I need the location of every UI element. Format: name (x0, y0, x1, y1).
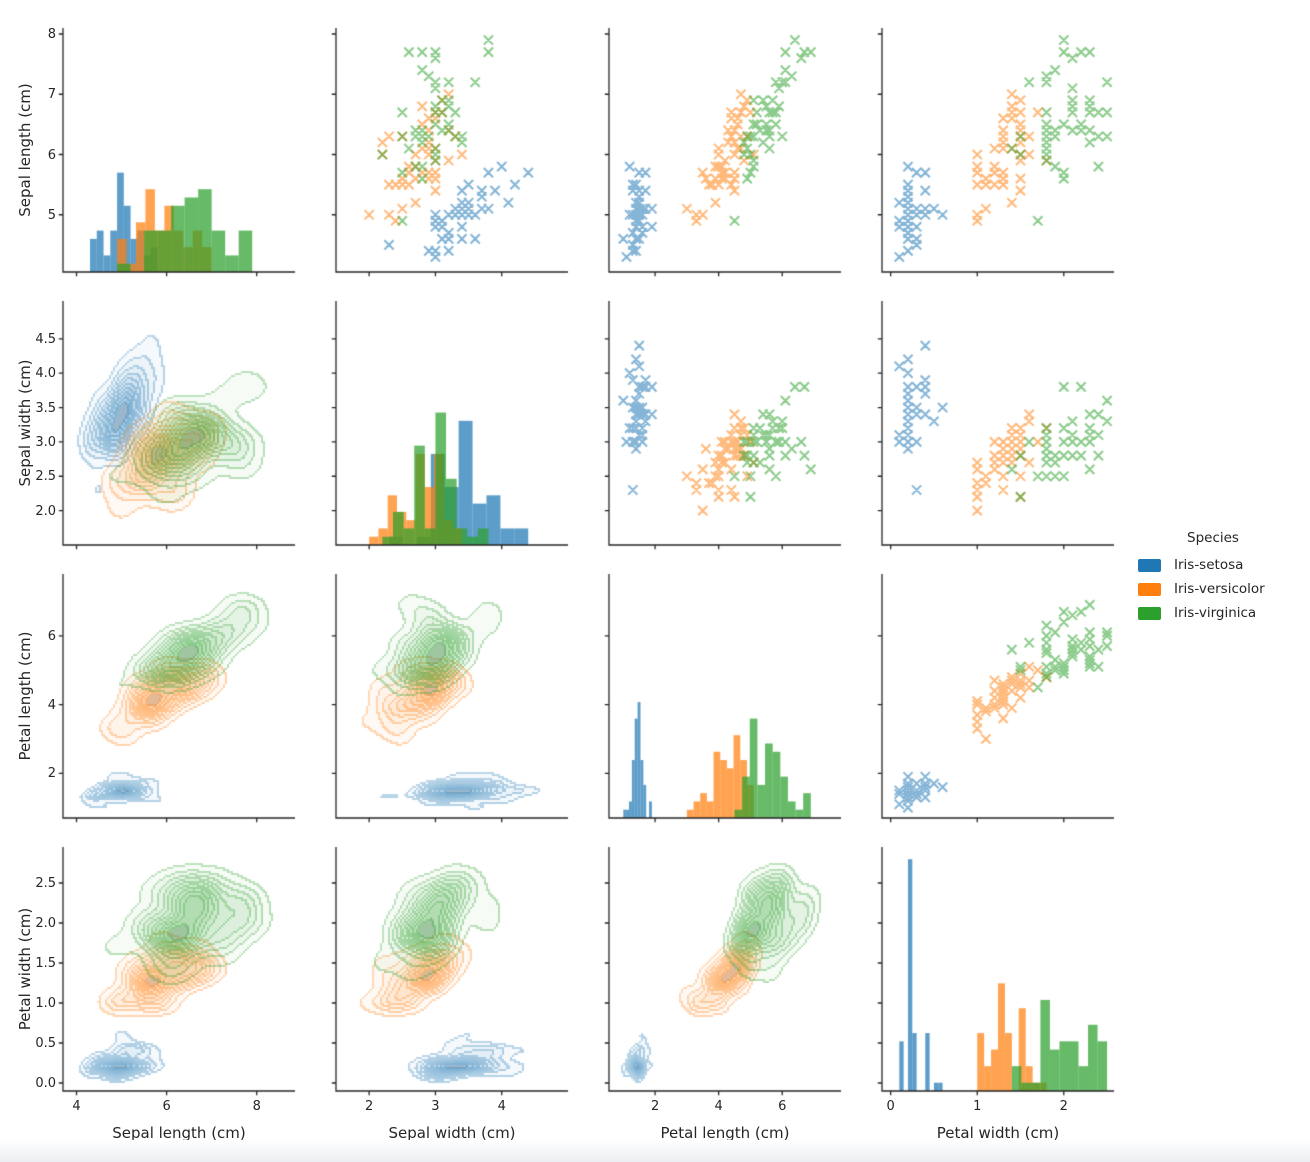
y-tick-label: 2.0 (35, 503, 56, 519)
x-tick-label: 0 (886, 1099, 895, 1114)
y-tick-label: 1.5 (35, 956, 56, 971)
subplot-kde-panel-r3c0 (63, 847, 295, 1091)
y-tick-label: 2.5 (35, 469, 56, 485)
y-tick-label: 4.0 (35, 366, 56, 382)
subplot-histogram-panel-r0c0 (63, 28, 295, 272)
legend-item-setosa: Iris-setosa (1138, 553, 1265, 577)
x-tick-label: 4 (714, 1099, 723, 1114)
x-tick-label: 4 (497, 1099, 506, 1114)
legend-item-virginica: Iris-virginica (1138, 601, 1265, 625)
y-tick-label: 1.0 (35, 996, 56, 1011)
y-tick-label: 6 (47, 147, 56, 163)
x-axis-label-petal-length: Petal length (cm) (660, 1124, 790, 1142)
y-tick-label: 2.0 (35, 916, 56, 931)
legend-swatch-setosa (1138, 558, 1161, 572)
subplot-kde-panel-r2c0 (63, 574, 295, 818)
y-tick-label: 3.5 (35, 400, 56, 416)
subplot-scatter-panel-r1c3 (882, 301, 1114, 545)
subplot-histogram-panel-r2c2 (609, 574, 841, 818)
legend-swatch-virginica (1138, 606, 1161, 620)
subplot-kde-panel-r1c0 (63, 301, 295, 545)
y-tick-label: 4 (47, 697, 56, 713)
subplot-histogram-panel-r3c3 (882, 847, 1114, 1091)
legend: Species Iris-setosa Iris-versicolor Iris… (1138, 530, 1265, 625)
y-tick-label: 4.5 (35, 331, 56, 347)
y-tick-label: 6 (47, 628, 56, 644)
legend-label-versicolor: Iris-versicolor (1174, 581, 1265, 597)
y-tick-label: 0.0 (35, 1076, 56, 1091)
subplot-scatter-panel-r0c1 (336, 28, 568, 272)
y-tick-label: 7 (47, 87, 56, 103)
x-tick-label: 2 (365, 1099, 374, 1114)
x-axis-label-sepal-width: Sepal width (cm) (388, 1124, 516, 1142)
subplot-kde-panel-r2c1 (336, 574, 568, 818)
subplot-scatter-panel-r0c2 (609, 28, 841, 272)
legend-swatch-versicolor (1138, 582, 1161, 596)
y-tick-label: 0.5 (35, 1036, 56, 1051)
x-tick-label: 4 (72, 1099, 81, 1114)
page-bottom-fade (0, 1140, 1310, 1162)
subplot-scatter-panel-r2c3 (882, 574, 1114, 818)
x-tick-label: 6 (778, 1099, 787, 1114)
subplot-scatter-panel-r0c3 (882, 28, 1114, 272)
legend-label-virginica: Iris-virginica (1174, 605, 1257, 621)
subplot-kde-panel-r3c1 (336, 847, 568, 1091)
y-tick-label: 2.5 (35, 876, 56, 891)
y-tick-label: 3.0 (35, 434, 56, 450)
y-tick-label: 2 (47, 766, 56, 782)
legend-item-versicolor: Iris-versicolor (1138, 577, 1265, 601)
legend-label-setosa: Iris-setosa (1174, 557, 1244, 573)
subplot-histogram-panel-r1c1 (336, 301, 568, 545)
y-tick-label: 5 (47, 207, 56, 223)
y-axis-label-petal-length: Petal length (cm) (16, 631, 34, 761)
x-axis-label-petal-width: Petal width (cm) (936, 1124, 1060, 1142)
subplot-kde-panel-r3c2 (609, 847, 841, 1091)
x-tick-label: 6 (162, 1099, 171, 1114)
x-tick-label: 1 (973, 1099, 982, 1114)
x-tick-label: 2 (650, 1099, 660, 1114)
x-axis-label-sepal-length: Sepal length (cm) (112, 1124, 246, 1142)
y-tick-label: 8 (47, 27, 56, 43)
x-tick-label: 8 (252, 1099, 261, 1114)
subplot-scatter-panel-r1c2 (609, 301, 841, 545)
x-tick-label: 2 (1059, 1099, 1068, 1114)
legend-title: Species (1187, 530, 1239, 546)
x-tick-label: 3 (431, 1099, 440, 1114)
